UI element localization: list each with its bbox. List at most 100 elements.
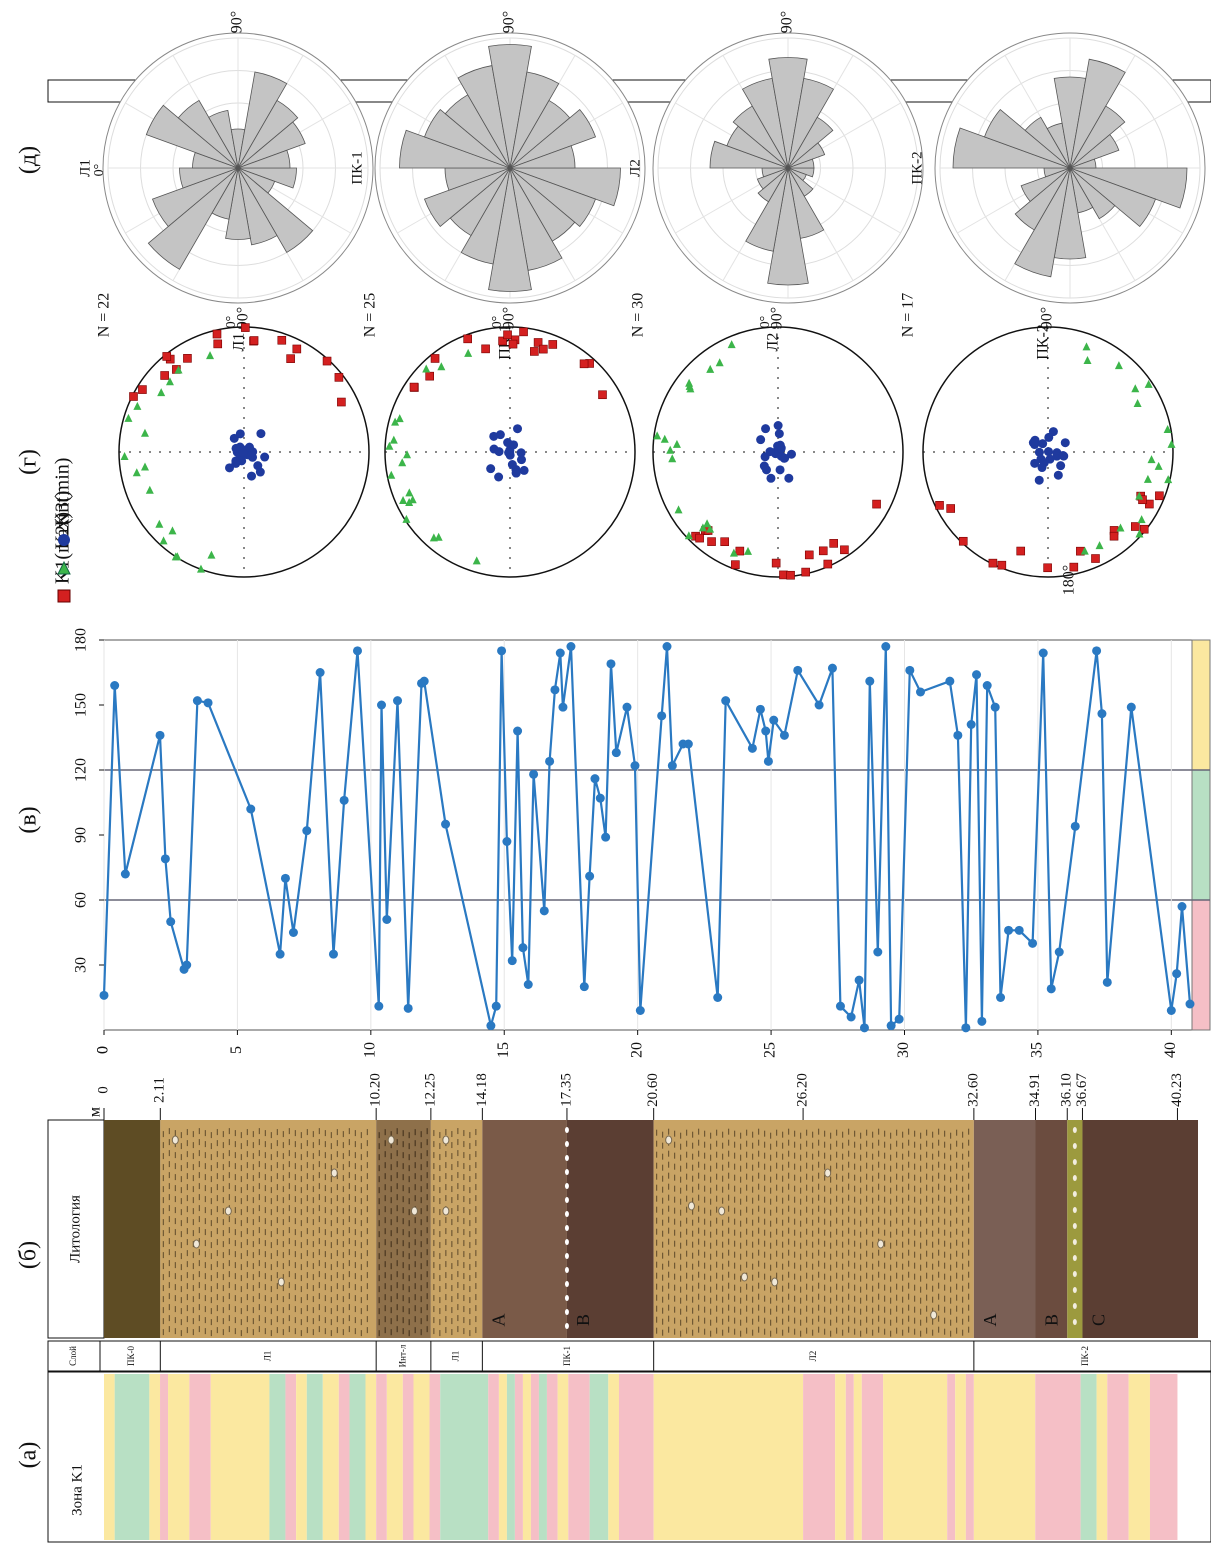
data-point xyxy=(961,1023,971,1033)
k1-point xyxy=(286,354,295,363)
panel-label: (б) xyxy=(16,1241,42,1269)
gravel-dot xyxy=(1072,1287,1077,1293)
data-point xyxy=(1126,702,1136,712)
horizon-label: B xyxy=(573,1314,593,1326)
zone-band-spacer xyxy=(108,433,119,434)
legend-label: K1(max) xyxy=(52,512,74,584)
k3-point xyxy=(1038,439,1048,449)
carbonate-dot xyxy=(564,1169,569,1175)
data-point xyxy=(667,761,677,771)
zone-band-spacer xyxy=(108,563,119,564)
k3-point xyxy=(1030,458,1040,468)
rose-petal xyxy=(1069,167,1157,228)
k1-point xyxy=(731,560,740,569)
k1-point xyxy=(1043,563,1052,573)
horizon-label: A xyxy=(980,1314,1000,1327)
data-point xyxy=(288,928,298,937)
k2-point xyxy=(684,531,693,540)
k3-point xyxy=(256,429,266,439)
k3-point xyxy=(494,472,504,482)
k2-point xyxy=(408,495,417,504)
zone-band xyxy=(835,1374,846,1540)
depth-tick-label: 5 xyxy=(228,1046,245,1054)
k2-point xyxy=(464,348,473,357)
data-point xyxy=(1177,902,1187,911)
zone-band xyxy=(296,1374,307,1540)
zone-band xyxy=(1035,1374,1081,1540)
k2-point xyxy=(706,364,715,373)
rose-0-label: 0° xyxy=(92,164,107,177)
k2-point xyxy=(145,485,154,494)
k3-point xyxy=(494,447,504,457)
k1-point xyxy=(212,329,222,339)
stereonets: K1(max)K2(int)K3(min)Л1N = 2290°0°ПК-1N … xyxy=(52,293,1176,603)
zone-band xyxy=(618,1374,654,1540)
k1-point xyxy=(249,336,259,345)
k1-point xyxy=(997,560,1007,570)
rose-petal xyxy=(399,129,511,169)
data-point xyxy=(779,730,789,740)
lithology-unit xyxy=(430,1120,483,1338)
data-point xyxy=(601,832,611,842)
carbonate-dot xyxy=(564,1323,569,1329)
rose-petal xyxy=(237,71,288,169)
zone-band xyxy=(653,1374,804,1540)
stereonet: ПК-2 N = 17 90° 180° xyxy=(900,293,1176,595)
data-point xyxy=(977,1016,987,1026)
rose-petal xyxy=(745,167,789,252)
panel-label: (а) xyxy=(16,1442,42,1469)
zone-band xyxy=(189,1374,211,1540)
value-tick-label: 0 xyxy=(95,1046,112,1054)
carbonate-dot xyxy=(564,1197,569,1203)
k3-point xyxy=(253,461,263,471)
concretion xyxy=(442,1135,450,1145)
rose-petal xyxy=(983,108,1071,169)
zone-band xyxy=(947,1374,956,1540)
carbonate-dot xyxy=(564,1127,569,1133)
data-point xyxy=(302,826,312,836)
k1-point xyxy=(162,352,172,361)
data-point xyxy=(518,943,528,953)
data-point xyxy=(755,704,765,714)
rose-diagram: Л2 90° xyxy=(627,11,924,304)
k3-point xyxy=(513,424,523,434)
carbonate-dot xyxy=(564,1183,569,1189)
concretion xyxy=(171,1135,179,1145)
data-point xyxy=(1166,1006,1176,1015)
k2-point xyxy=(672,439,681,448)
zone-band xyxy=(522,1374,531,1540)
zone-band xyxy=(269,1374,286,1540)
stereonet: Л2 N = 30 90°0° xyxy=(630,293,904,580)
k2-point xyxy=(653,431,662,440)
rose-diagrams: Л1 90° 0° ПК-1 90° Л2 90° ПК-2180° xyxy=(77,11,1206,304)
lithology-unit xyxy=(1082,1120,1198,1338)
k2-point xyxy=(140,428,149,437)
k3-point xyxy=(511,468,521,478)
data-point xyxy=(155,730,165,740)
rose-petal xyxy=(237,99,299,169)
rose-petal xyxy=(767,167,809,286)
data-point xyxy=(990,702,1000,712)
k1-point xyxy=(598,390,607,400)
k2-point xyxy=(399,495,408,504)
k2-point xyxy=(437,362,446,371)
rose-petal xyxy=(509,167,597,228)
layer-name: Л1 xyxy=(451,1351,461,1362)
zone-band-spacer xyxy=(108,407,119,408)
k3-point xyxy=(244,442,254,452)
lithology-unit xyxy=(160,1120,377,1338)
value-tick-label: 120 xyxy=(73,758,90,782)
data-point xyxy=(513,726,523,736)
gravel-dot xyxy=(1072,1239,1077,1245)
k2-point xyxy=(1083,356,1092,365)
carbonate-dot xyxy=(564,1239,569,1245)
k2-point xyxy=(165,377,174,386)
zone-band xyxy=(530,1374,539,1540)
zone-band-spacer xyxy=(108,528,116,529)
k2-point xyxy=(173,552,182,561)
data-point xyxy=(1028,938,1038,948)
k3-point xyxy=(1034,475,1044,485)
depth-tick-label: 30 xyxy=(895,1042,912,1058)
data-point xyxy=(886,1021,896,1031)
